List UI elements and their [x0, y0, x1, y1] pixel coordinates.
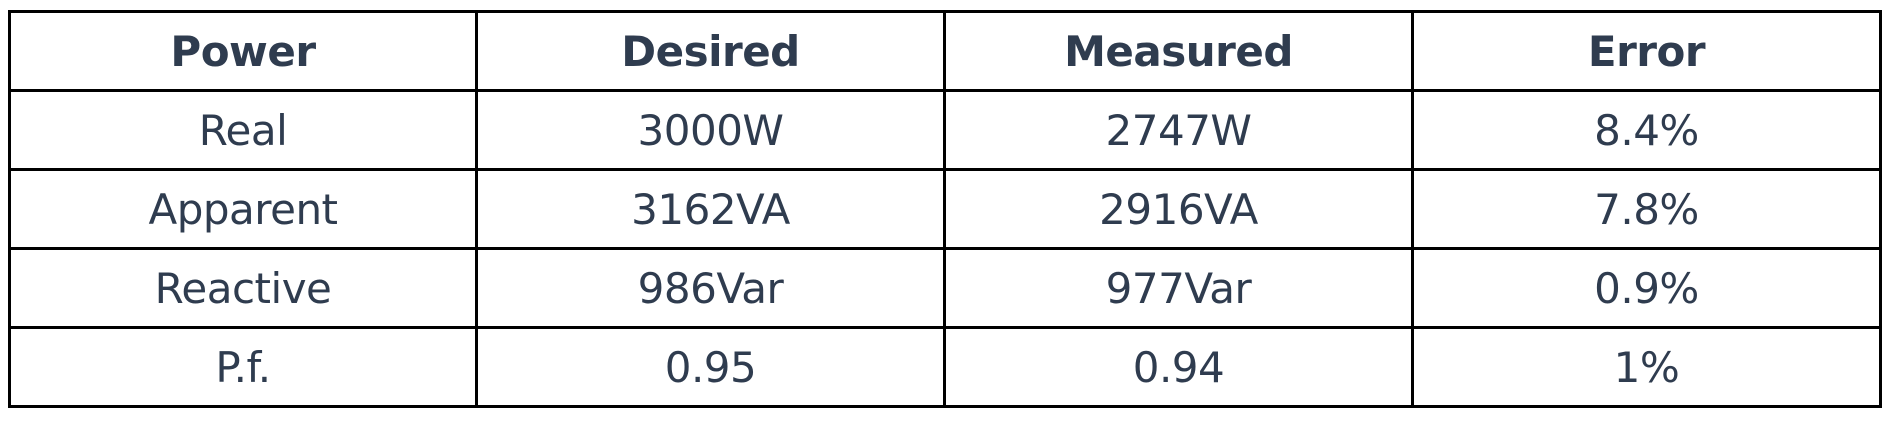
power-comparison-table: Power Desired Measured Error Real 3000W … [8, 10, 1882, 408]
table-row: Real 3000W 2747W 8.4% [8, 89, 1882, 171]
header-desired: Desired [475, 10, 946, 92]
header-power: Power [8, 10, 478, 92]
table-row: P.f. 0.95 0.94 1% [8, 326, 1882, 408]
cell-measured: 2747W [943, 89, 1414, 171]
cell-measured: 0.94 [943, 326, 1414, 408]
cell-measured: 977Var [943, 247, 1414, 329]
cell-power: Apparent [8, 168, 478, 250]
table-body: Real 3000W 2747W 8.4% Apparent 3162VA 29… [8, 89, 1882, 408]
cell-desired: 3000W [475, 89, 946, 171]
cell-measured: 2916VA [943, 168, 1414, 250]
header-row: Power Desired Measured Error [8, 10, 1882, 92]
cell-power: Real [8, 89, 478, 171]
header-error: Error [1411, 10, 1882, 92]
cell-error: 0.9% [1411, 247, 1882, 329]
header-measured: Measured [943, 10, 1414, 92]
table-header: Power Desired Measured Error [8, 10, 1882, 92]
cell-desired: 986Var [475, 247, 946, 329]
cell-desired: 3162VA [475, 168, 946, 250]
table-row: Reactive 986Var 977Var 0.9% [8, 247, 1882, 329]
cell-desired: 0.95 [475, 326, 946, 408]
cell-power: P.f. [8, 326, 478, 408]
power-comparison-table-wrapper: Power Desired Measured Error Real 3000W … [8, 10, 1882, 408]
cell-error: 7.8% [1411, 168, 1882, 250]
cell-power: Reactive [8, 247, 478, 329]
cell-error: 1% [1411, 326, 1882, 408]
cell-error: 8.4% [1411, 89, 1882, 171]
table-row: Apparent 3162VA 2916VA 7.8% [8, 168, 1882, 250]
